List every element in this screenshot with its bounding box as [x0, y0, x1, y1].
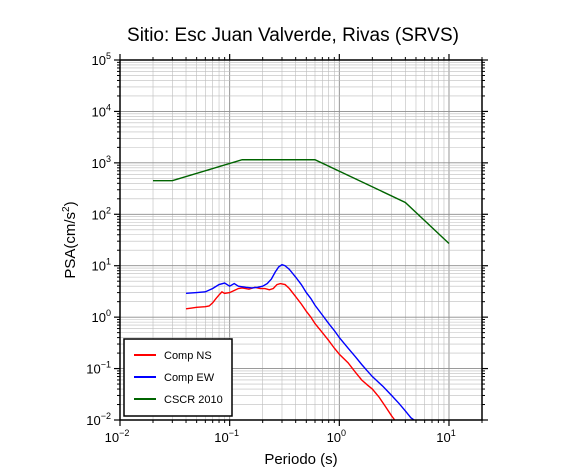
legend-label-comp-ns: Comp NS: [164, 350, 212, 362]
plot-frame: [119, 59, 483, 421]
y-tick-label: 10−1: [86, 360, 111, 377]
series-line-comp-ew: [185, 263, 415, 420]
x-tick-label: 100: [327, 428, 346, 445]
legend-label-cscr-2010: CSCR 2010: [164, 394, 223, 406]
x-axis-label: Periodo (s): [264, 451, 337, 468]
series-lines: [153, 159, 450, 420]
y-tick-label: 10−2: [86, 411, 111, 428]
y-tick-label: 105: [92, 51, 111, 68]
y-tick-label: 103: [92, 154, 111, 171]
x-tick-label: 10−2: [105, 428, 130, 445]
chart-title: Sitio: Esc Juan Valverde, Rivas (SRVS): [127, 25, 459, 46]
legend-label-comp-ew: Comp EW: [164, 372, 215, 384]
y-axis-label-superscript: 2: [61, 206, 72, 212]
legend: Comp NS Comp EW CSCR 2010: [123, 338, 233, 417]
x-tick-label: 101: [436, 428, 455, 445]
y-tick-label: 102: [92, 205, 111, 222]
y-tick-label: 101: [92, 257, 111, 274]
y-tick-label: 100: [92, 308, 111, 325]
series-line-comp-ns: [185, 282, 396, 420]
x-tick-label: 10−1: [214, 428, 239, 445]
grid: [119, 59, 483, 421]
y-axis-ticks: 10−2 10−1 100 101 102 103 104 105: [86, 51, 488, 428]
series-line-cscr-2010: [153, 159, 450, 245]
y-tick-label: 104: [92, 102, 111, 119]
y-axis-label: PSA(cm/s2): [61, 201, 79, 278]
